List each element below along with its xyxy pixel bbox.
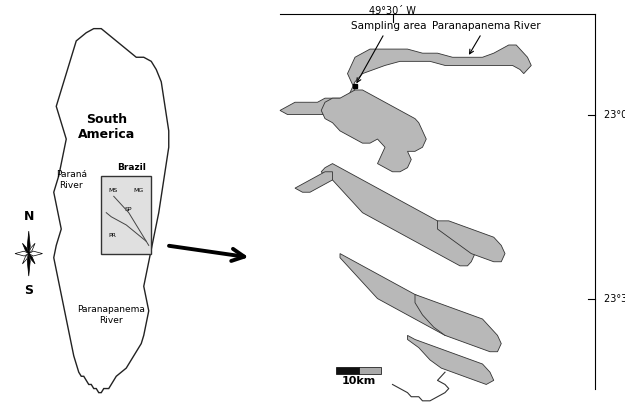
Text: Brazil: Brazil [117, 163, 146, 172]
Polygon shape [28, 231, 30, 254]
Text: South
America: South America [78, 113, 135, 141]
Bar [101, 176, 151, 254]
Polygon shape [54, 29, 169, 393]
Polygon shape [29, 254, 35, 264]
Text: Paraná
River: Paraná River [56, 170, 87, 190]
Polygon shape [22, 254, 29, 264]
Polygon shape [295, 172, 333, 192]
Text: MS: MS [109, 188, 118, 193]
Polygon shape [29, 251, 42, 256]
Bar [359, 367, 381, 374]
Polygon shape [29, 243, 35, 254]
Text: Paranapanema
River: Paranapanema River [78, 305, 145, 325]
Polygon shape [15, 251, 29, 256]
Text: SP: SP [125, 207, 132, 212]
Text: 10km: 10km [342, 376, 376, 386]
Polygon shape [321, 164, 475, 266]
Bar [336, 367, 359, 374]
Text: PR: PR [109, 233, 117, 238]
Text: N: N [24, 210, 34, 223]
Text: Paranapanema River: Paranapanema River [432, 20, 541, 54]
Polygon shape [321, 90, 426, 172]
Text: 49°30´ W: 49°30´ W [369, 6, 416, 16]
Polygon shape [415, 294, 501, 352]
Text: S: S [24, 284, 33, 297]
Polygon shape [348, 45, 531, 98]
Text: MG: MG [134, 188, 144, 193]
Polygon shape [280, 98, 344, 115]
Text: 23°30´ S: 23°30´ S [604, 294, 625, 303]
Text: Sampling area: Sampling area [351, 20, 426, 82]
Polygon shape [22, 243, 29, 254]
Polygon shape [28, 254, 30, 276]
Polygon shape [340, 254, 456, 335]
Polygon shape [408, 335, 494, 384]
Polygon shape [438, 221, 505, 262]
Text: 23°07´ S: 23°07´ S [604, 110, 625, 119]
